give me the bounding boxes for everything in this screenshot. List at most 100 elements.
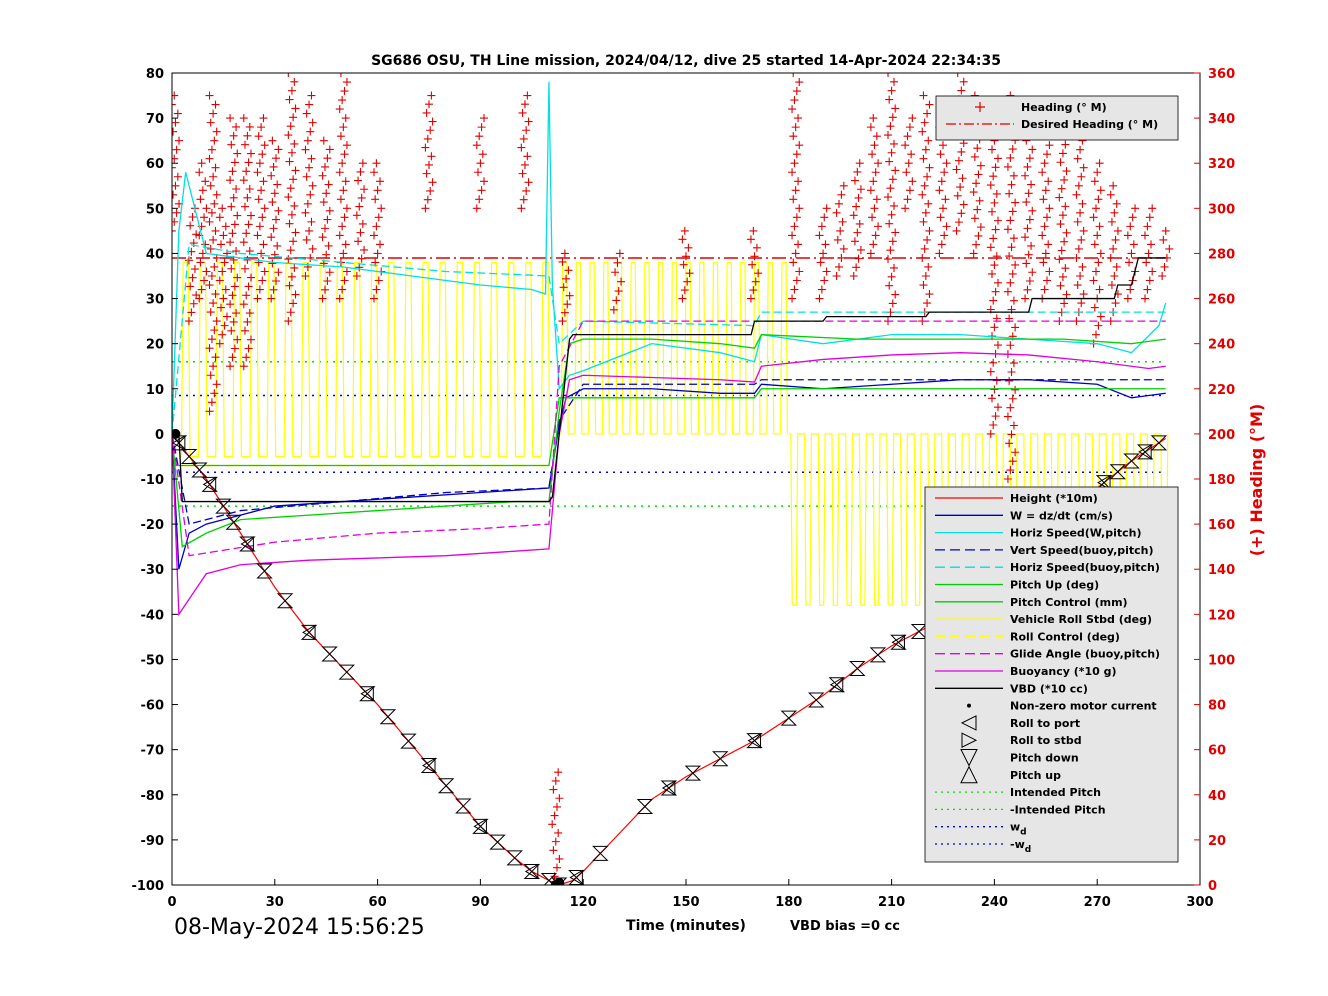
- heading-marker: [891, 104, 900, 113]
- hourglass-marker: [828, 677, 845, 693]
- hourglass-marker: [568, 869, 585, 885]
- heading-marker: [919, 154, 928, 163]
- heading-marker: [243, 193, 252, 202]
- hourglass-marker: [359, 686, 376, 702]
- heading-marker: [285, 95, 294, 104]
- hourglass-marker: [489, 834, 506, 850]
- heading-marker: [986, 181, 995, 190]
- y-tick-label: 40: [146, 247, 164, 262]
- heading-marker: [233, 149, 242, 158]
- heading-marker: [1058, 149, 1067, 158]
- heading-marker: [559, 283, 568, 292]
- heading-marker: [1021, 294, 1030, 303]
- heading-marker: [324, 241, 333, 250]
- heading-marker: [308, 181, 317, 190]
- heading-marker: [246, 211, 255, 220]
- heading-marker: [472, 141, 481, 150]
- heading-marker: [318, 233, 327, 242]
- heading-marker: [172, 145, 181, 154]
- heading-marker: [889, 263, 898, 272]
- heading-marker: [427, 152, 436, 161]
- legend-label: Roll to stbd: [1010, 734, 1082, 747]
- heading-marker: [206, 244, 215, 253]
- heading-marker: [558, 317, 567, 326]
- heading-marker: [988, 394, 997, 403]
- heading-marker: [196, 258, 205, 267]
- heading-marker: [969, 249, 978, 258]
- heading-marker: [788, 105, 797, 114]
- pitch-marker: [523, 863, 541, 880]
- heading-marker: [791, 249, 800, 258]
- roll-marker: [302, 624, 316, 641]
- legend-item: Roll to stbd: [961, 732, 1082, 749]
- heading-marker: [1076, 208, 1085, 217]
- heading-marker: [355, 263, 364, 272]
- heading-marker: [1009, 296, 1018, 305]
- heading-marker: [286, 184, 295, 193]
- y2-tick-label: 340: [1208, 112, 1235, 127]
- heading-cluster: [866, 114, 883, 258]
- heading-marker: [229, 131, 238, 140]
- heading-marker: [795, 141, 804, 150]
- heading-marker: [1043, 276, 1051, 285]
- heading-marker: [1011, 323, 1020, 332]
- heading-marker: [258, 150, 267, 159]
- hourglass-marker: [636, 799, 654, 815]
- heading-marker: [426, 186, 435, 195]
- heading-marker: [239, 114, 248, 123]
- heading-marker: [868, 150, 877, 159]
- heading-marker: [986, 367, 995, 376]
- heading-marker: [207, 272, 216, 280]
- legend-label: Pitch down: [1010, 752, 1079, 765]
- heading-marker: [855, 159, 864, 168]
- hourglass-marker: [191, 462, 208, 478]
- heading-marker: [285, 281, 294, 290]
- roll-marker: [747, 732, 762, 749]
- heading-marker: [1056, 158, 1065, 167]
- heading-marker: [749, 226, 758, 235]
- heading-marker: [835, 199, 844, 208]
- heading-marker: [1073, 217, 1082, 226]
- heading-marker: [749, 286, 758, 295]
- y2-tick-label: 200: [1208, 428, 1235, 443]
- heading-marker: [989, 421, 998, 430]
- heading-marker: [186, 282, 195, 291]
- y-axis-right: 3603403203002802602402202001801601401201…: [1194, 67, 1235, 894]
- heading-marker: [321, 224, 330, 233]
- heading-marker: [1003, 412, 1012, 421]
- heading-marker: [187, 308, 196, 317]
- pitch-marker: [1109, 464, 1126, 480]
- heading-marker: [269, 285, 278, 294]
- heading-marker: [795, 78, 804, 87]
- heading-marker: [342, 267, 351, 276]
- heading-marker: [889, 77, 898, 86]
- heading-marker: [212, 127, 221, 136]
- heading-marker: [259, 240, 268, 249]
- y2-tick-label: 40: [1208, 789, 1226, 804]
- x-tick-label: 60: [369, 895, 387, 910]
- legend-label: Buoyancy (*10 g): [1010, 665, 1117, 678]
- heading-marker: [1039, 195, 1048, 204]
- heading-marker: [940, 168, 949, 177]
- pitch-marker: [276, 593, 294, 609]
- legend-item: VBD (*10 cc): [935, 682, 1088, 695]
- heading-marker: [523, 91, 532, 100]
- heading-marker: [259, 114, 268, 123]
- y2-tick-label: 140: [1208, 563, 1235, 578]
- heading-marker: [1009, 421, 1018, 430]
- heading-marker: [874, 159, 883, 168]
- heading-marker: [937, 177, 946, 186]
- heading-marker: [324, 180, 333, 189]
- heading-marker: [301, 145, 310, 154]
- heading-marker: [253, 294, 262, 303]
- heading-marker: [836, 226, 845, 235]
- heading-marker: [924, 262, 933, 271]
- heading-marker: [886, 122, 895, 131]
- heading-marker: [302, 109, 311, 118]
- heading-marker: [872, 132, 881, 141]
- heading-marker: [318, 294, 327, 303]
- y-tick-label: -50: [141, 653, 165, 668]
- heading-marker: [428, 178, 437, 187]
- heading-marker: [921, 145, 930, 154]
- heading-marker: [552, 802, 561, 811]
